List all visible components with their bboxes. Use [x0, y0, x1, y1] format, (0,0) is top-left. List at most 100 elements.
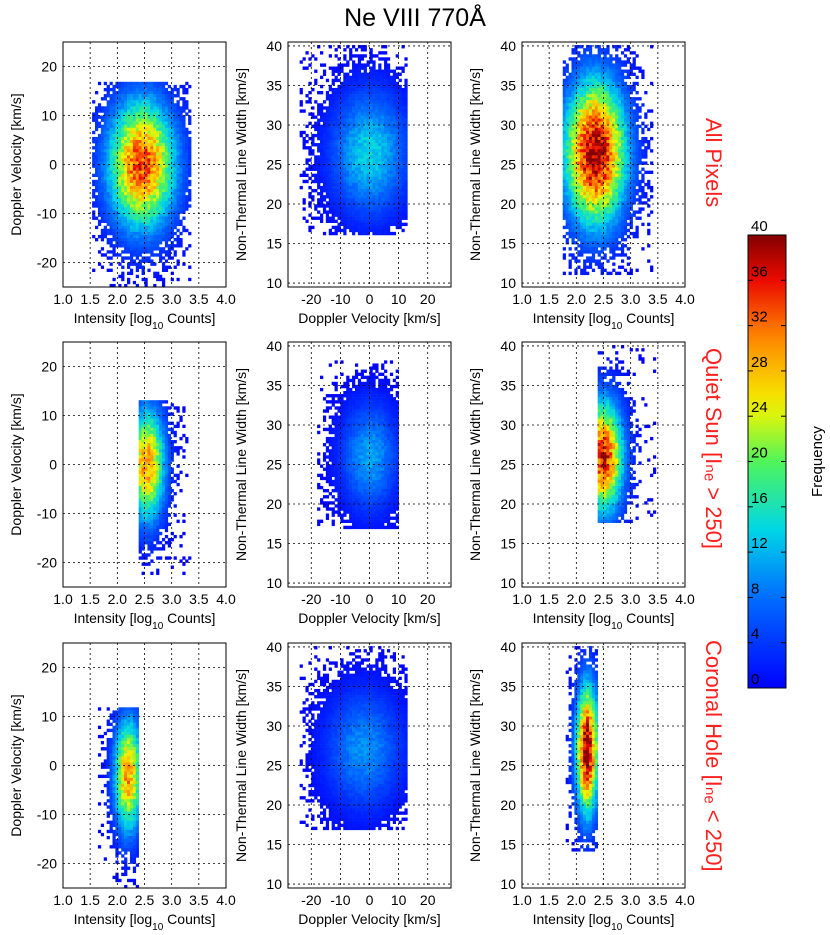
heatmap-cell [372, 216, 376, 220]
heatmap-cell [363, 118, 367, 122]
heatmap-cell [118, 192, 122, 196]
heatmap-cell [156, 182, 160, 187]
heatmap-cell [588, 60, 593, 64]
heatmap-cell [150, 133, 154, 138]
heatmap-cell [106, 152, 110, 156]
heatmap-cell [401, 127, 405, 132]
heatmap-cell [132, 228, 137, 233]
heatmap-cell [106, 207, 110, 211]
heatmap-cell [322, 149, 327, 153]
heatmap-cell [308, 91, 312, 95]
heatmap-cell [164, 100, 169, 104]
heatmap-cell [346, 213, 350, 217]
heatmap-cell [127, 167, 131, 171]
heatmap-cell [302, 66, 306, 70]
heatmap-cell [156, 179, 160, 184]
heatmap-cell [302, 130, 306, 135]
heatmap-cell [384, 69, 388, 73]
heatmap-cell [606, 78, 610, 83]
heatmap-cell [337, 173, 341, 178]
heatmap-cell [580, 167, 584, 171]
heatmap-cell [132, 152, 137, 156]
heatmap-cell [600, 87, 604, 92]
heatmap-cell [132, 250, 137, 254]
heatmap-cell [583, 87, 587, 92]
heatmap-cell [618, 100, 622, 104]
heatmap-cell [618, 91, 622, 95]
heatmap-cell [577, 87, 581, 92]
heatmap-cell [360, 152, 364, 156]
heatmap-cell [156, 146, 160, 150]
heatmap-cell [153, 182, 157, 187]
heatmap-cell [612, 87, 616, 92]
heatmap-cell [401, 170, 405, 174]
y-axis-label: Doppler Velocity [km/s] [8, 93, 24, 235]
x-tick-label: 10 [391, 291, 407, 307]
heatmap-cell [167, 143, 171, 147]
heatmap-cell [562, 164, 566, 168]
heatmap-cell [571, 228, 575, 233]
heatmap-cell [135, 146, 139, 150]
heatmap-cell [141, 222, 145, 227]
heatmap-cell [118, 112, 122, 116]
heatmap-cell [340, 149, 344, 153]
heatmap-cell [577, 127, 581, 132]
heatmap-cell [325, 185, 330, 190]
heatmap-cell [343, 106, 347, 110]
heatmap-cell [620, 167, 625, 171]
heatmap-cell [349, 118, 353, 122]
heatmap-cell [600, 250, 604, 254]
heatmap-cell [381, 121, 385, 125]
heatmap-cell [159, 143, 163, 147]
y-tick-label: 20 [266, 196, 282, 212]
heatmap-cell [366, 179, 370, 184]
heatmap-cell [144, 155, 148, 159]
heatmap-cell [398, 66, 402, 70]
heatmap-cell [115, 234, 119, 239]
heatmap-cell [562, 91, 566, 95]
heatmap-cell [588, 51, 593, 55]
heatmap-cell [109, 231, 113, 236]
heatmap-cell [360, 225, 364, 230]
heatmap-cell [135, 225, 139, 230]
heatmap-cell [106, 210, 110, 214]
heatmap-cell [562, 210, 566, 214]
heatmap-cell [366, 72, 370, 76]
heatmap-cell [141, 170, 145, 174]
heatmap-cell [591, 204, 596, 208]
heatmap-cell [389, 149, 394, 153]
heatmap-cell [612, 143, 616, 147]
heatmap-cell [594, 130, 598, 135]
heatmap-cell [106, 130, 110, 135]
heatmap-cell [112, 152, 116, 156]
heatmap-cell [124, 210, 128, 214]
heatmap-cell [153, 152, 157, 156]
heatmap-cell [176, 109, 180, 113]
heatmap-cell [354, 176, 359, 181]
heatmap-cell [121, 146, 125, 150]
heatmap-cell [568, 109, 572, 113]
heatmap-cell [328, 189, 332, 193]
heatmap-cell [404, 216, 408, 220]
heatmap-cell [565, 91, 569, 95]
heatmap-cell [594, 109, 598, 113]
heatmap-cell [384, 115, 388, 119]
heatmap-cell [386, 69, 391, 73]
heatmap-cell [354, 195, 359, 199]
heatmap-cell [95, 179, 99, 184]
heatmap-cell [129, 106, 134, 110]
heatmap-cell [603, 152, 607, 156]
heatmap-cell [618, 179, 622, 184]
y-tick-label: 10 [266, 275, 282, 291]
heatmap-cell [150, 222, 154, 227]
heatmap-cell [103, 219, 107, 223]
heatmap-cell [562, 216, 566, 220]
heatmap-cell [161, 283, 166, 288]
heatmap-cell [609, 195, 613, 199]
heatmap-cell [603, 173, 607, 178]
heatmap-cell [618, 106, 622, 110]
heatmap-cell [583, 66, 587, 70]
heatmap-cell [109, 130, 113, 135]
heatmap-cell [132, 207, 137, 211]
heatmap-cell [369, 158, 373, 162]
